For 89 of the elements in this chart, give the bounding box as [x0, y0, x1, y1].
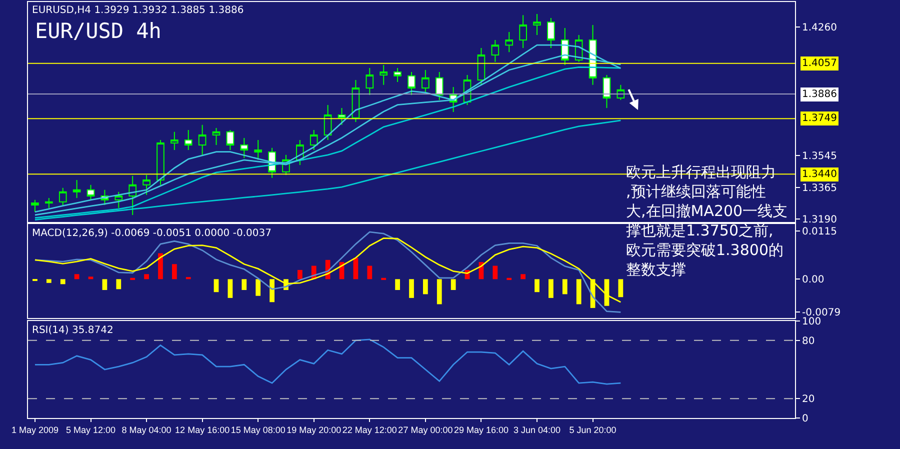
candlestick [338, 108, 346, 126]
x-tick-label: 12 May 16:00 [175, 424, 230, 435]
bar [46, 279, 52, 283]
candlestick [114, 191, 123, 208]
candlestick [477, 47, 486, 86]
candlestick [435, 71, 444, 100]
x-tick-label: 5 May 12:00 [66, 424, 116, 435]
x-tick-label: 5 Jun 20:00 [569, 424, 616, 435]
x-tick-label: 8 May 04:00 [122, 424, 172, 435]
x-tick-label: 15 May 08:00 [230, 424, 286, 435]
x-tick-label: 27 May 00:00 [398, 424, 453, 435]
bar [436, 279, 442, 304]
bar [214, 279, 219, 292]
candlestick [212, 127, 220, 146]
bar [74, 274, 80, 280]
bar [88, 276, 94, 280]
candlestick [58, 187, 67, 206]
bar [423, 279, 428, 294]
candlestick [128, 175, 137, 216]
y-tick-label: 0 [802, 414, 808, 424]
bar [102, 279, 108, 290]
bar [576, 279, 582, 304]
bar [450, 279, 456, 290]
chart-title: RSI(14) 35.8742 [32, 325, 114, 336]
x-tick-label: 1 May 2009 [11, 424, 58, 435]
chart-title: MACD(12,26,9) -0.0069 -0.0051 0.0000 -0.0037 [32, 228, 272, 239]
candlestick [380, 64, 388, 86]
y-tick-label: 1.4260 [802, 22, 837, 34]
candlestick [533, 14, 541, 36]
bar [298, 270, 302, 280]
ref-line-label: 1.3749 [802, 113, 837, 124]
candlestick [31, 199, 39, 212]
y-tick-label: 0.0115 [802, 226, 837, 238]
bar [228, 279, 233, 298]
candlestick [45, 197, 53, 208]
candlestick [505, 31, 514, 53]
candlestick [310, 129, 318, 151]
candlestick [519, 14, 527, 48]
bar [534, 279, 540, 292]
candlestick [422, 70, 430, 92]
bar [60, 279, 66, 284]
bar [172, 264, 177, 280]
bar [520, 274, 526, 280]
candlestick [602, 74, 611, 109]
candlestick [394, 68, 402, 83]
bar [367, 266, 372, 280]
line-series [34, 338, 622, 385]
candlestick [324, 104, 332, 140]
candlestick [366, 68, 374, 96]
x-tick-label: 29 May 16:00 [454, 424, 509, 435]
candlestick [240, 138, 248, 158]
bar [158, 253, 163, 280]
candlestick [170, 131, 178, 151]
candlestick [184, 129, 192, 151]
y-tick-label: 1.3545 [802, 150, 837, 162]
candlestick [142, 174, 150, 196]
y-tick-label: 0.00 [802, 274, 824, 286]
ref-line-label: 1.3886 [802, 89, 837, 100]
candlestick [198, 124, 206, 156]
candlestick [491, 40, 500, 62]
chart-subtitle: EURUSD,H4 1.3929 1.3932 1.3885 1.3886 [32, 5, 244, 16]
bar [548, 279, 554, 298]
y-tick-label: 1.3190 [802, 214, 837, 226]
x-tick-label: 3 Jun 04:00 [513, 424, 561, 435]
candlestick [156, 139, 164, 186]
bar [242, 279, 247, 290]
bar [409, 279, 414, 298]
x-tick-label: 19 May 20:00 [286, 424, 342, 435]
text: EUR/USD 4h [35, 19, 162, 43]
candlestick [226, 129, 234, 151]
candlestick [547, 17, 555, 48]
candlestick [254, 139, 262, 160]
bar [116, 279, 122, 290]
candlestick [72, 180, 81, 198]
candlestick [86, 184, 95, 200]
bar [256, 279, 261, 296]
y-tick-label: 20 [802, 394, 815, 406]
bar [618, 279, 624, 298]
ref-line-label: 1.3440 [802, 169, 837, 180]
x-tick-label: 22 May 12:00 [342, 424, 397, 435]
y-tick-label: 100 [802, 316, 822, 328]
y-tick-label: 1.3365 [802, 183, 837, 194]
y-tick-label: 80 [802, 336, 815, 347]
ref-line-label: 1.4057 [802, 58, 837, 69]
bar [395, 279, 400, 290]
bar [562, 279, 568, 294]
bar [144, 274, 149, 280]
bar [492, 266, 498, 280]
candlestick [408, 71, 416, 96]
